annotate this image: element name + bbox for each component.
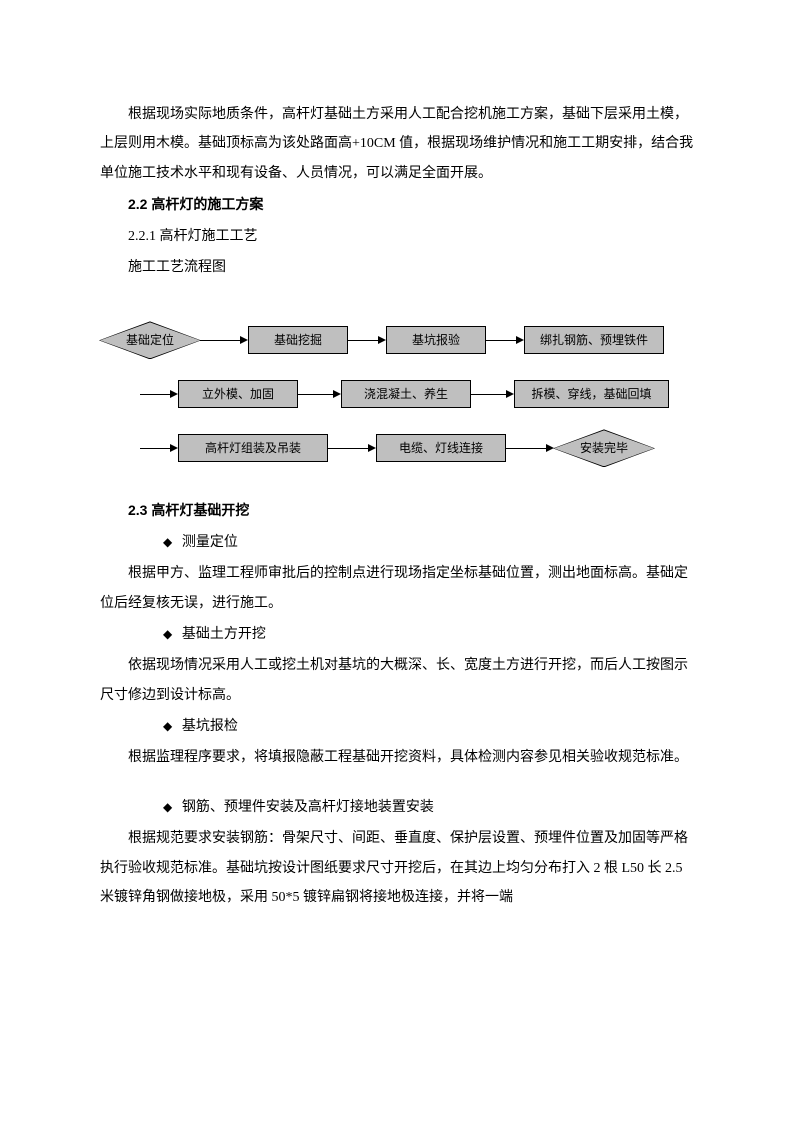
diamond-bullet-icon: ◆ [163, 622, 172, 647]
section-2-3-heading: 2.3 高杆灯基础开挖 [100, 496, 700, 525]
flow-row-2: 立外模、加固 浇混凝土、养生 拆模、穿线，基础回填 [100, 376, 700, 412]
rebar-install-paragraph: 根据规范要求安装钢筋：骨架尺寸、间距、垂直度、保护层设置、预埋件位置及加固等严格… [100, 824, 700, 912]
excavation-paragraph: 依据现场情况采用人工或挖土机对基坑的大概深、长、宽度土方进行开挖，而后人工按图示… [100, 651, 700, 710]
diamond-bullet-icon: ◆ [163, 714, 172, 739]
arrow-icon [298, 390, 341, 398]
section-2-2-heading: 2.2 高杆灯的施工方案 [100, 190, 700, 219]
flow-row-1: 基础定位 基础挖掘 基坑报验 绑扎钢筋、预埋铁件 [100, 322, 700, 358]
flow-row-3: 高杆灯组装及吊装 电缆、灯线连接 安装完毕 [100, 430, 700, 466]
flow-node-excavate: 基础挖掘 [248, 326, 348, 354]
flow-node-backfill: 拆模、穿线，基础回填 [514, 380, 669, 408]
flow-node-assembly: 高杆灯组装及吊装 [178, 434, 328, 462]
intro-paragraph: 根据现场实际地质条件，高杆灯基础土方采用人工配合挖机施工方案，基础下层采用土模，… [100, 100, 700, 188]
process-flowchart: 基础定位 基础挖掘 基坑报验 绑扎钢筋、预埋铁件 立外模、加固 浇混凝土、养生 … [100, 322, 700, 466]
bullet-pit-inspection: ◆ 基坑报检 [163, 712, 700, 741]
flow-node-end: 安装完毕 [554, 430, 654, 466]
bullet-excavation: ◆ 基础土方开挖 [163, 620, 700, 649]
arrow-icon [328, 444, 376, 452]
arrow-icon [506, 444, 554, 452]
arrow-icon [200, 336, 248, 344]
flow-node-start: 基础定位 [100, 322, 200, 358]
arrow-icon [471, 390, 514, 398]
diamond-bullet-icon: ◆ [163, 795, 172, 820]
flow-node-cable: 电缆、灯线连接 [376, 434, 506, 462]
diamond-bullet-icon: ◆ [163, 530, 172, 555]
section-2-2-1: 2.2.1 高杆灯施工工艺 [100, 222, 700, 251]
arrow-icon [140, 390, 178, 398]
flow-node-rebar: 绑扎钢筋、预埋铁件 [524, 326, 664, 354]
arrow-icon [140, 444, 178, 452]
flow-node-formwork: 立外模、加固 [178, 380, 298, 408]
survey-paragraph: 根据甲方、监理工程师审批后的控制点进行现场指定坐标基础位置，测出地面标高。基础定… [100, 559, 700, 618]
bullet-survey: ◆ 测量定位 [163, 528, 700, 557]
flowchart-title: 施工工艺流程图 [100, 253, 700, 282]
flow-node-concrete: 浇混凝土、养生 [341, 380, 471, 408]
bullet-rebar-install: ◆ 钢筋、预埋件安装及高杆灯接地装置安装 [163, 793, 700, 822]
arrow-icon [348, 336, 386, 344]
pit-inspection-paragraph: 根据监理程序要求，将填报隐蔽工程基础开挖资料，具体检测内容参见相关验收规范标准。 [100, 743, 700, 772]
arrow-icon [486, 336, 524, 344]
flow-node-inspect: 基坑报验 [386, 326, 486, 354]
